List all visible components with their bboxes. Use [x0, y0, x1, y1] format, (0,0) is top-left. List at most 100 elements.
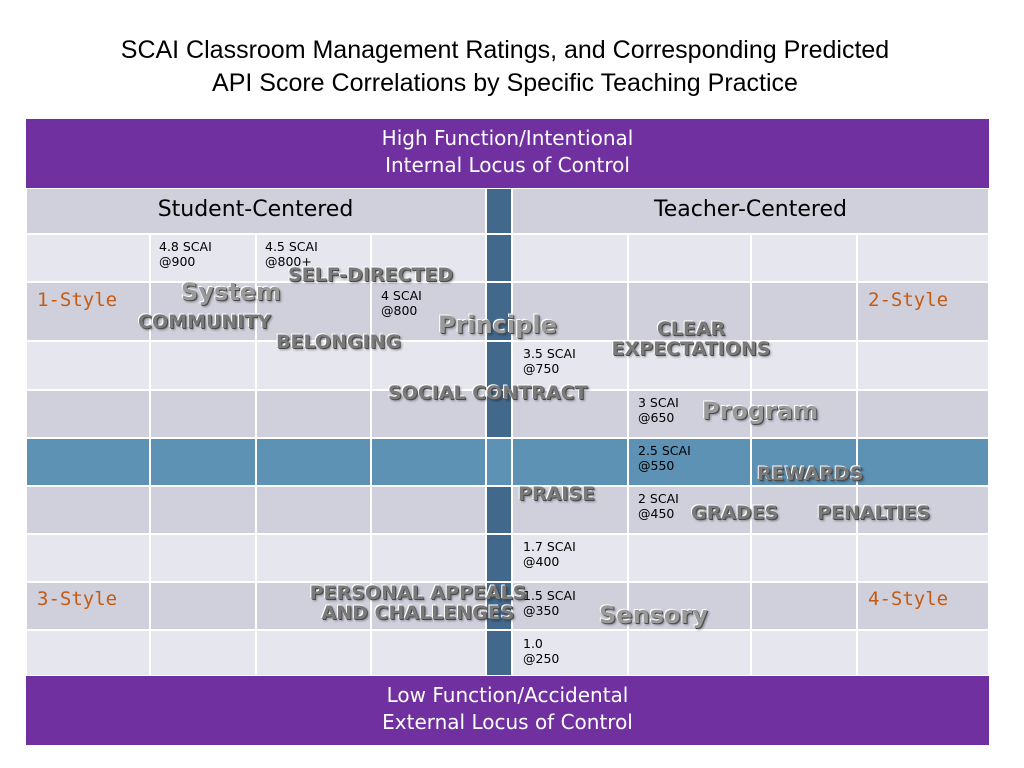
praise-label: PRAISE [518, 483, 595, 505]
grid-cell [512, 630, 628, 676]
grid-cell [512, 582, 628, 630]
grid-cell [857, 486, 989, 534]
grid-cell [371, 234, 486, 282]
grid-cell [628, 582, 751, 630]
grid-cell [150, 234, 256, 282]
bottom-banner: Low Function/Accidental External Locus o… [26, 676, 989, 745]
grid-cell [256, 282, 371, 341]
header-cell [26, 188, 486, 234]
header-cell [512, 188, 989, 234]
grid-cell [512, 234, 628, 282]
community-label: COMMUNITY [138, 311, 272, 333]
social-contract-label: SOCIAL CONTRACT [388, 382, 588, 404]
grid-cell [751, 282, 857, 341]
penalties-label: PENALTIES [817, 502, 931, 524]
grid-cell [371, 582, 486, 630]
style-4-label: 4-Style [868, 588, 949, 610]
grid-cell [512, 282, 628, 341]
grid-cell [150, 390, 256, 438]
style-2-label: 2-Style [868, 289, 949, 311]
center-divider [486, 341, 512, 390]
grid-cell [751, 390, 857, 438]
grid-cell [512, 438, 628, 486]
score-3-5: 3.5 SCAI @750 [523, 346, 576, 376]
grid-cell [751, 341, 857, 390]
grid-cell [628, 438, 751, 486]
bottom-banner-line-2: External Locus of Control [382, 710, 633, 734]
score-2-5: 2.5 SCAI @550 [638, 443, 691, 473]
center-divider [486, 582, 512, 630]
title-line-2: API Score Correlations by Specific Teach… [212, 69, 798, 97]
score-1-7: 1.7 SCAI @400 [523, 539, 576, 569]
grid-cell [371, 390, 486, 438]
belonging-label: BELONGING [276, 331, 402, 353]
top-banner: High Function/Intentional Internal Locus… [26, 119, 989, 188]
score-1-5: 1.5 SCAI @350 [523, 588, 576, 618]
grid-cell [628, 282, 751, 341]
center-divider [486, 282, 512, 341]
self-directed-label: SELF-DIRECTED [288, 264, 454, 286]
grid-cell [150, 582, 256, 630]
personal-appeals-label: PERSONAL APPEALS AND CHALLENGES [309, 582, 527, 624]
grid-cell [150, 438, 256, 486]
grid-cell [150, 341, 256, 390]
grid-cell [628, 630, 751, 676]
score-2-0: 2 SCAI @450 [638, 491, 679, 521]
grid-cell [150, 630, 256, 676]
grid-cell [512, 341, 628, 390]
grid-cell [751, 630, 857, 676]
grid-cell [857, 282, 989, 341]
grid-cell [751, 582, 857, 630]
score-4-5: 4.5 SCAI @800+ [265, 239, 318, 269]
score-4-8: 4.8 SCAI @900 [159, 239, 212, 269]
grid-cell [256, 534, 371, 582]
top-banner-line-2: Internal Locus of Control [385, 153, 630, 177]
page-title: SCAI Classroom Management Ratings, and C… [0, 34, 1010, 100]
grid-cell [857, 438, 989, 486]
title-line-1: SCAI Classroom Management Ratings, and C… [120, 36, 890, 64]
grid-cell [371, 438, 486, 486]
top-banner-line-1: High Function/Intentional [381, 126, 634, 150]
grid-cell [857, 630, 989, 676]
grid-cell [628, 534, 751, 582]
student-centered-header: Student-Centered [157, 197, 354, 222]
grid-cell [628, 390, 751, 438]
grid-cell [256, 234, 371, 282]
center-divider [486, 234, 512, 282]
teacher-centered-header: Teacher-Centered [654, 197, 847, 222]
grid-cell [26, 534, 150, 582]
grid-cell [751, 486, 857, 534]
grid-cell [26, 582, 150, 630]
grid-cell [256, 341, 371, 390]
grades-label: GRADES [691, 502, 779, 524]
style-3-label: 3-Style [37, 588, 118, 610]
grid-cell [256, 630, 371, 676]
program-label: Program [702, 397, 819, 425]
center-divider [486, 630, 512, 676]
grid-cell [857, 582, 989, 630]
grid-cell [256, 486, 371, 534]
center-divider [486, 438, 512, 486]
grid-cell [371, 534, 486, 582]
sensory-label: Sensory [599, 601, 708, 629]
grid-cell [857, 341, 989, 390]
grid-cell [26, 390, 150, 438]
grid-cell [751, 234, 857, 282]
grid-cell [512, 534, 628, 582]
bottom-banner-line-1: Low Function/Accidental [386, 683, 629, 707]
rewards-label: REWARDS [757, 463, 864, 485]
grid-cell [512, 390, 628, 438]
grid-cell [26, 341, 150, 390]
principle-label: Principle [438, 311, 557, 339]
grid-cell [256, 390, 371, 438]
grid-cell [751, 438, 857, 486]
score-4-0: 4 SCAI @800 [381, 288, 422, 318]
grid-cell [256, 438, 371, 486]
grid-cell [26, 486, 150, 534]
center-divider [486, 534, 512, 582]
grid-cell [150, 534, 256, 582]
grid-cell [628, 486, 751, 534]
grid-cell [628, 234, 751, 282]
grid-cell [857, 234, 989, 282]
grid-cell [628, 341, 751, 390]
